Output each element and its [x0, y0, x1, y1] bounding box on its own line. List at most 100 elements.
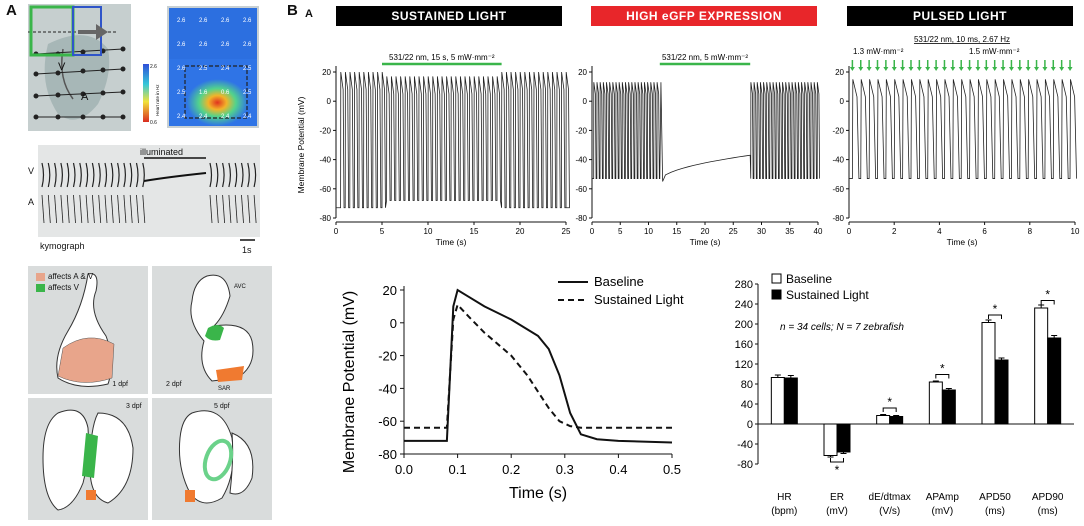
header-sustained: SUSTAINED LIGHT	[336, 6, 562, 26]
avc-label: AVC	[234, 284, 247, 290]
pulse-arrow-head	[1000, 67, 1006, 71]
kymograph-beat-v	[54, 162, 57, 188]
trace-y-tick-label: -80	[832, 214, 844, 223]
sustained-bar	[941, 389, 956, 425]
kymograph-beat-a	[142, 194, 146, 224]
pulse-arrow-head	[941, 67, 947, 71]
trace-y-tick-label: -20	[575, 126, 587, 135]
pulse-arrow-head	[858, 67, 864, 71]
sustained-bar	[836, 423, 851, 453]
colorbar-max: 2.6	[150, 64, 157, 70]
kymograph-beat-a	[241, 194, 244, 224]
legend-av-label: affects A & V	[48, 272, 94, 281]
bar-category-label: dE/dtmax	[869, 492, 911, 503]
significance-star: *	[835, 463, 840, 477]
trace-x-tick-label: 25	[729, 227, 738, 236]
kymo-v-label: V	[28, 166, 34, 176]
bar-legend-swatch-baseline	[771, 273, 782, 284]
sustained-light-curve	[404, 302, 672, 429]
heatmap-cell-value: 2.5	[177, 90, 186, 96]
pulse-arrow-head	[849, 67, 855, 71]
heatmap-cell-value: 2.6	[177, 18, 186, 24]
significance-star: *	[940, 362, 945, 376]
pulse-arrow-head	[975, 67, 981, 71]
ap-y-label: Membrane Potential (mV)	[341, 291, 358, 473]
kymograph-beat-v	[215, 162, 219, 188]
bar-y-tick-label: 240	[735, 299, 753, 311]
pulse-arrow-head	[925, 67, 931, 71]
trace-x-label: Time (s)	[436, 237, 467, 247]
pulse-arrow-head	[992, 67, 998, 71]
pulse-arrow-head	[916, 67, 922, 71]
pulse-arrow-head	[1050, 67, 1056, 71]
kymograph-beat-a	[222, 194, 225, 224]
kymograph-beat-a	[110, 194, 114, 224]
heart-stage-1dpf: 1 dpf	[28, 266, 148, 394]
ap-y-tick-label: -40	[378, 381, 397, 396]
kymograph-beat-v	[91, 162, 95, 188]
trace-y-tick-label: -80	[319, 214, 331, 223]
trace-x-tick-label: 0	[334, 227, 339, 236]
bar-y-tick-label: 0	[747, 419, 753, 431]
significance-star: *	[887, 395, 892, 409]
heatmap-cell-value: 2.6	[177, 66, 186, 72]
ap-parameter-bar-chart: -80 -40 0 40 80 120 160 200 240 280 HR (bpm) * ER (mV)…	[735, 272, 1074, 517]
bar-y-tick-label: 80	[741, 379, 753, 391]
kymograph-beat-a	[41, 194, 45, 224]
trace-y-tick-label: 0	[327, 97, 332, 106]
heart-a-label: A	[81, 91, 89, 103]
sustained-bar	[1047, 337, 1062, 425]
heatmap-cell-value: 2.4	[199, 114, 208, 120]
kymograph-beat-a	[234, 194, 238, 224]
heart-stage-5dpf: 5 dpf	[152, 398, 272, 520]
baseline-bar	[770, 377, 785, 425]
trace-y-tick-label: -60	[319, 185, 331, 194]
heatmap-cell-value: 2.5	[243, 90, 252, 96]
trace-y-tick-label: -80	[575, 214, 587, 223]
trace-y-tick-label: 20	[835, 68, 844, 77]
trace-x-tick-label: 5	[618, 227, 623, 236]
pulse-arrow-head	[1067, 67, 1073, 71]
heatmap-cell-value: 2.5	[243, 66, 252, 72]
kymograph-beat-v	[66, 162, 70, 188]
kymograph-beat-v	[123, 162, 126, 188]
kymograph-beat-a	[85, 194, 89, 224]
ap-x-tick-label: 0.4	[609, 462, 627, 477]
trace-x-tick-label: 20	[701, 227, 710, 236]
trace-x-tick-label: 10	[424, 227, 433, 236]
colorbar-label: Heart rate in Hz	[155, 84, 160, 116]
legend-swatch-av	[36, 272, 45, 281]
stage-2dpf-label: 2 dpf	[166, 381, 182, 388]
ap-x-tick-label: 0.5	[663, 462, 681, 477]
trace-y-tick-label: -40	[575, 156, 587, 165]
stimulus-label: 531/22 nm, 10 ms, 2.67 Hz	[914, 35, 1010, 44]
kymograph-beat-a	[47, 194, 51, 224]
baseline-bar	[928, 381, 943, 425]
trace-y-tick-label: -40	[832, 156, 844, 165]
stage-5dpf-label: 5 dpf	[214, 403, 230, 410]
kymograph-beat-v	[247, 162, 250, 188]
kymograph-beat-a	[129, 194, 133, 224]
pulse-low-label: 1.3 mW·mm⁻²	[853, 47, 904, 56]
kymograph-beat-v	[98, 162, 101, 188]
ap-waveform-chart: -80 -60 -40 -20 0 20 0.0 0.1 0.2 0.3 0.4 0.5 Time (s…	[341, 274, 684, 502]
bar-category-unit: (ms)	[1038, 506, 1058, 517]
pulse-arrow-head	[1042, 67, 1048, 71]
trace-x-tick-label: 40	[814, 227, 823, 236]
bar-legend-swatch-sustained	[771, 289, 782, 300]
trace-x-tick-label: 30	[757, 227, 766, 236]
trace-y-tick-label: -20	[319, 126, 331, 135]
kymograph-beat-a	[98, 194, 102, 224]
legend-swatch-v	[36, 283, 45, 292]
ap-y-tick-label: -20	[378, 349, 397, 364]
trace-x-label: Time (s)	[947, 237, 978, 247]
baseline-bar	[876, 415, 891, 425]
bar-y-tick-label: 40	[741, 399, 753, 411]
kymograph-beat-a	[79, 194, 83, 224]
kymograph-beat-v	[104, 162, 108, 188]
significance-bracket	[935, 374, 950, 379]
pulse-arrow-head	[875, 67, 881, 71]
bar-category-label: HR	[777, 492, 791, 503]
trace-x-tick-label: 10	[644, 227, 653, 236]
